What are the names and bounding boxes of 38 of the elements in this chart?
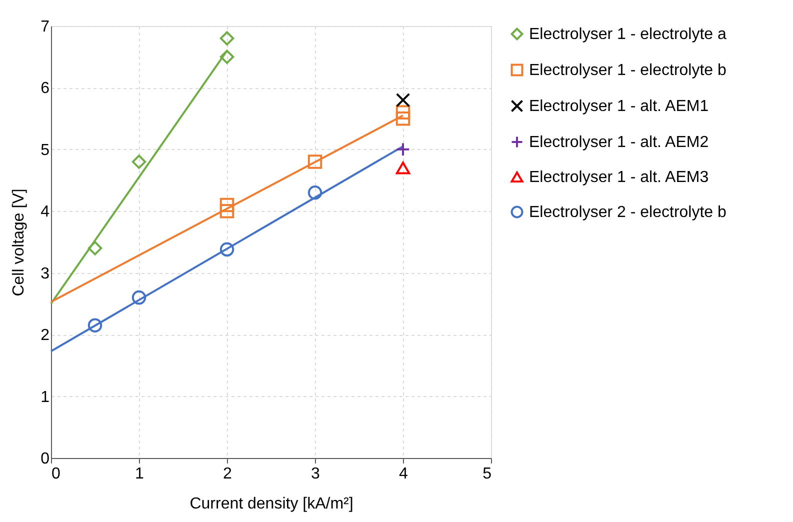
point <box>132 290 146 305</box>
point <box>396 92 410 108</box>
y-tick-label: 1 <box>40 388 50 406</box>
y-tick-label: 3 <box>40 265 50 282</box>
x-tick-label: 2 <box>223 466 232 482</box>
legend-label: Electrolyser 1 - electrolyte a <box>529 26 727 43</box>
x-tick-label: 1 <box>135 466 144 482</box>
x-tick-label: 3 <box>311 466 320 482</box>
point <box>396 142 410 157</box>
x-axis-title: Current density [kA/m²] <box>190 496 354 512</box>
x-tick-label: 0 <box>52 466 60 482</box>
point <box>132 154 146 169</box>
x-tick-label: 4 <box>399 466 408 482</box>
legend-label: Electrolyser 1 - alt. AEM2 <box>529 134 709 151</box>
x-tick-label: 5 <box>482 466 492 482</box>
legend-label: Electrolyser 1 - alt. AEM1 <box>529 98 709 115</box>
point <box>220 50 234 64</box>
y-axis-title: Cell voltage [V] <box>10 188 28 296</box>
point <box>220 242 234 257</box>
legend-label: Electrolyser 1 - alt. AEM3 <box>529 169 709 186</box>
y-tick-label: 2 <box>40 327 50 344</box>
legend-label: Electrolyser 1 - electrolyte b <box>529 62 727 79</box>
legend-label: Electrolyser 2 - electrolyte b <box>529 204 727 221</box>
point <box>220 198 234 212</box>
point <box>396 162 410 174</box>
y-tick-label: 7 <box>40 18 50 36</box>
point <box>220 31 234 46</box>
y-tick-label: 6 <box>40 80 50 98</box>
point <box>308 186 322 200</box>
y-tick-label: 5 <box>40 142 50 159</box>
point <box>308 154 322 169</box>
point <box>396 105 410 120</box>
point <box>220 204 234 218</box>
point <box>396 111 410 126</box>
y-tick-label: 0 <box>40 450 50 468</box>
point <box>88 318 102 332</box>
y-tick-label: 4 <box>40 204 50 221</box>
point <box>88 241 102 256</box>
